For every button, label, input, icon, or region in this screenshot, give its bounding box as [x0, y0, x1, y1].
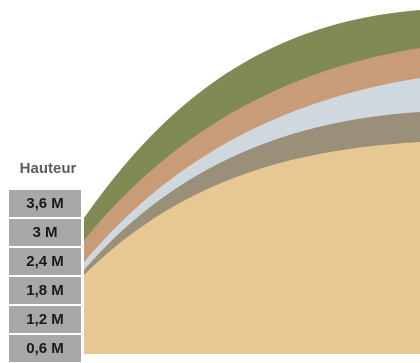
height-title: Hauteur	[19, 160, 77, 177]
layered-arc-diagram	[84, 10, 420, 354]
height-scale-cell: 3 M	[8, 218, 82, 247]
height-scale-cell: 1,2 M	[8, 305, 82, 334]
layer-core-band	[84, 142, 420, 354]
height-scale: 3,6 M 3 M 2,4 M 1,8 M 1,2 M 0,6 M	[8, 189, 82, 363]
height-scale-cell: 1,8 M	[8, 276, 82, 305]
height-scale-cell: 3,6 M	[8, 189, 82, 218]
height-scale-cell: 2,4 M	[8, 247, 82, 276]
height-scale-cell: 0,6 M	[8, 334, 82, 363]
